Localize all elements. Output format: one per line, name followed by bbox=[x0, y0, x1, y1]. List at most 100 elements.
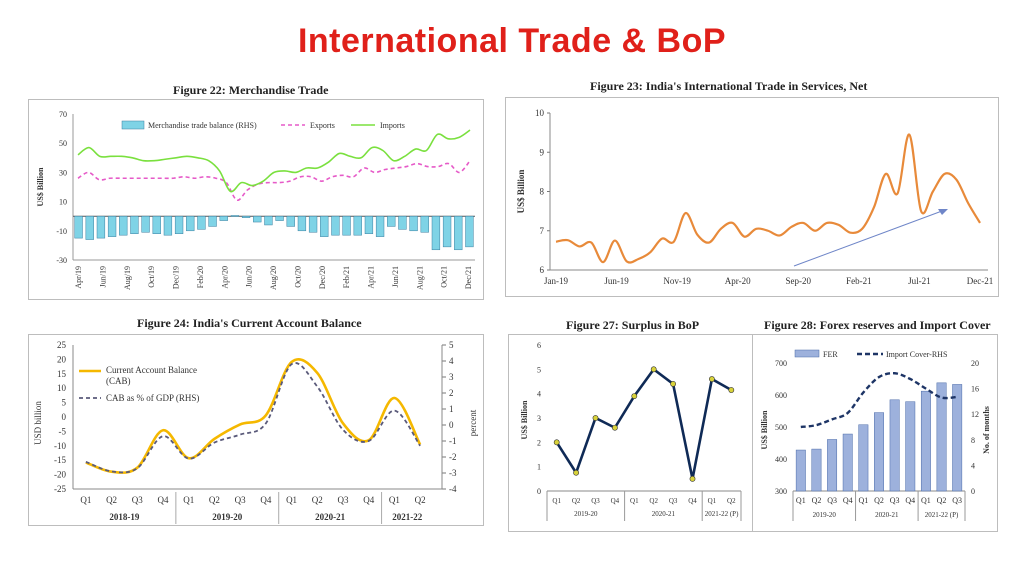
fig24-quarter-tick: Q2 bbox=[209, 495, 220, 505]
fig28-title: Figure 28: Forex reserves and Import Cov… bbox=[764, 318, 991, 332]
fig24-quarter-tick: Q4 bbox=[363, 495, 374, 505]
fig22-bar bbox=[297, 215, 307, 232]
fig27-quarter-tick: Q1 bbox=[552, 497, 561, 505]
fig22-bar bbox=[85, 215, 94, 240]
fig22-xtick: Jun/21 bbox=[391, 266, 400, 287]
fig24-y2tick: -3 bbox=[449, 468, 457, 478]
fig27-ytick: 0 bbox=[537, 487, 541, 496]
fig27-ytick: 2 bbox=[537, 438, 541, 447]
fig24-y2tick: 1 bbox=[449, 404, 454, 414]
fig28-ytick: 300 bbox=[775, 487, 787, 496]
fig27-point bbox=[631, 393, 638, 399]
fig28-y2tick: 0 bbox=[971, 487, 975, 496]
fig27-year-label: 2020-21 bbox=[652, 510, 676, 518]
fig27-point bbox=[670, 381, 676, 387]
fig22-panel: 70 50 30 10 -10 -30 US$ Billion Apr/19 Jun/19 Aug… bbox=[28, 99, 484, 300]
fig28-fer-bar bbox=[905, 401, 916, 492]
fig22-bar bbox=[353, 215, 362, 236]
fig23-ytick: 10 bbox=[535, 108, 545, 118]
fig22-bar bbox=[197, 215, 206, 230]
fig22-bar bbox=[208, 215, 217, 227]
fig27-quarter-tick: Q3 bbox=[591, 497, 600, 505]
fig28-quarter-tick: Q1 bbox=[796, 496, 806, 505]
fig27-ylabel: US$ Billion bbox=[520, 400, 529, 439]
fig28-fer-bar bbox=[842, 433, 853, 492]
fig22-chart: 70 50 30 10 -10 -30 US$ Billion Apr/19 Jun/19 Aug… bbox=[36, 110, 475, 290]
fig24-ytick: -20 bbox=[54, 470, 66, 480]
fig28-quarter-tick: Q3 bbox=[952, 496, 962, 505]
fig28-y2tick: 12 bbox=[971, 410, 979, 419]
fig23-panel: 10 9 8 7 6 US$ Billion Jan-19 Jun-19 Nov-19 Apr-2… bbox=[505, 97, 999, 297]
fig24-ytick: -10 bbox=[54, 441, 66, 451]
fig24-quarter-tick: Q4 bbox=[260, 495, 271, 505]
fig27-quarter-tick: Q2 bbox=[649, 497, 658, 505]
fig23-xtick: Jul-21 bbox=[908, 276, 931, 286]
fig28-legend-swatch-fer bbox=[794, 349, 820, 358]
fig28-quarter-tick: Q4 bbox=[843, 496, 853, 505]
fig27-title: Figure 27: Surplus in BoP bbox=[566, 318, 700, 332]
fig22-xtick: Jun/19 bbox=[98, 266, 107, 287]
fig24-panel: 25 20 15 10 5 0 -5 -10 -15 -20 -25 5 4 3 2 1 0 -1 -2 -3 -4 US… bbox=[28, 334, 484, 526]
fig28-ytick: 700 bbox=[775, 359, 787, 368]
fig22-xtick: Aug/20 bbox=[269, 266, 278, 290]
fig22-bar bbox=[331, 215, 340, 236]
fig24-quarter-tick: Q3 bbox=[338, 495, 349, 505]
fig24-ytick: 10 bbox=[57, 383, 67, 393]
fig23-xtick: Apr-20 bbox=[725, 276, 751, 286]
fig24-legend-cab-2: (CAB) bbox=[106, 376, 131, 386]
fig28-panel: 700 600 500 400 300 20 16 12 8 4 0 US$ Billion No. o… bbox=[752, 334, 998, 532]
fig22-bar bbox=[342, 215, 351, 236]
fig24-y2label: percent bbox=[468, 409, 478, 436]
fig27-ytick: 3 bbox=[537, 414, 541, 423]
fig27-quarter-tick: Q4 bbox=[688, 497, 697, 505]
fig28-y2label: No. of months bbox=[982, 406, 991, 454]
fig22-bar bbox=[387, 215, 396, 227]
fig28-legend-cover: Import Cover-RHS bbox=[886, 350, 947, 359]
fig22-bar bbox=[141, 215, 150, 233]
fig24-quarter-tick: Q2 bbox=[415, 495, 426, 505]
fig28-quarter-tick: Q3 bbox=[827, 496, 837, 505]
fig22-ytick: 70 bbox=[59, 110, 67, 119]
fig24-y2tick: -1 bbox=[449, 436, 457, 446]
fig24-quarter-tick: Q3 bbox=[235, 495, 246, 505]
fig22-bar bbox=[454, 215, 463, 251]
fig27-year-label: 2021-22 (P) bbox=[705, 510, 739, 518]
fig28-legend-fer: FER bbox=[823, 350, 838, 359]
fig23-xtick: Nov-19 bbox=[663, 276, 691, 286]
fig22-bar bbox=[253, 215, 262, 223]
fig22-bar bbox=[119, 215, 128, 236]
fig24-quarter-tick: Q3 bbox=[132, 495, 143, 505]
fig24-title: Figure 24: India's Current Account Balan… bbox=[137, 316, 362, 330]
fig24-y2tick: 2 bbox=[449, 388, 454, 398]
fig28-import-cover-line bbox=[800, 371, 958, 429]
fig23-ytick: 6 bbox=[540, 265, 545, 275]
fig22-ylabel: US$ Billion bbox=[36, 167, 45, 206]
fig27-quarter-tick: Q1 bbox=[708, 497, 717, 505]
fig22-bar bbox=[219, 215, 228, 221]
fig24-quarter-tick: Q1 bbox=[80, 495, 91, 505]
fig22-xtick: Dec/20 bbox=[318, 266, 327, 289]
fig24-y2tick: 5 bbox=[449, 340, 454, 350]
fig27-point bbox=[612, 424, 618, 431]
fig22-xtick: Apr/21 bbox=[367, 266, 376, 289]
fig27-point bbox=[553, 439, 560, 446]
fig27-quarter-tick: Q2 bbox=[572, 497, 581, 505]
fig22-bar bbox=[398, 215, 407, 230]
fig22-legend-exports: Exports bbox=[310, 121, 335, 130]
fig24-ytick: 5 bbox=[62, 398, 67, 408]
fig22-exports-line bbox=[77, 160, 471, 201]
fig22-bar bbox=[96, 215, 106, 239]
fig24-ylabel: USD billion bbox=[33, 401, 43, 445]
fig24-ytick: -25 bbox=[54, 484, 66, 494]
fig28-fer-bar bbox=[811, 448, 822, 492]
fig23-ylabel: US$ Billion bbox=[516, 170, 526, 214]
fig22-bar bbox=[186, 215, 195, 232]
fig27-point bbox=[728, 387, 735, 393]
fig22-xtick: Oct/19 bbox=[147, 266, 156, 288]
fig28-quarter-tick: Q2 bbox=[874, 496, 884, 505]
fig22-xtick: Dec/21 bbox=[464, 266, 473, 289]
fig22-bar bbox=[286, 215, 295, 227]
fig22-bar bbox=[275, 215, 284, 221]
fig24-ytick: -15 bbox=[54, 455, 66, 465]
fig27-ytick: 6 bbox=[537, 341, 541, 350]
